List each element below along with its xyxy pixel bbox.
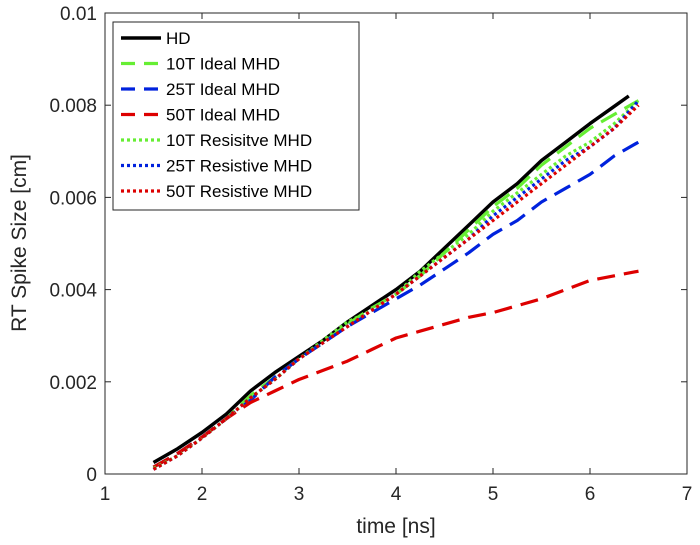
legend-label-7: 50T Resistive MHD bbox=[166, 182, 312, 201]
x-tick-label: 4 bbox=[391, 484, 402, 505]
x-axis-label: time [ns] bbox=[356, 515, 435, 538]
y-tick-label: 0 bbox=[86, 465, 97, 486]
legend-label-3: 25T Ideal MHD bbox=[166, 80, 280, 99]
legend-items: HD 10T Ideal MHD 25T Ideal MHD 50T Ideal MH… bbox=[121, 29, 312, 201]
y-tick-label: 0.006 bbox=[49, 188, 97, 209]
x-tick-label: 1 bbox=[100, 484, 111, 505]
y-tick-label: 0.002 bbox=[49, 373, 97, 394]
x-tick-label: 5 bbox=[488, 484, 499, 505]
x-tick-label: 7 bbox=[682, 484, 693, 505]
x-axis-ticks: 1 2 3 4 5 6 7 bbox=[100, 13, 693, 505]
y-tick-label: 0.004 bbox=[49, 281, 97, 302]
legend-label-2: 10T Ideal MHD bbox=[166, 55, 280, 74]
x-tick-label: 6 bbox=[585, 484, 596, 505]
y-axis-label: RT Spike Size [cm] bbox=[8, 154, 31, 332]
legend-label-1: HD bbox=[166, 29, 191, 48]
legend-label-6: 25T Resistive MHD bbox=[166, 157, 312, 176]
y-tick-label: 0.008 bbox=[49, 96, 97, 117]
series-line-1 bbox=[152, 94, 630, 465]
legend: HD 10T Ideal MHD 25T Ideal MHD 50T Ideal MH… bbox=[112, 21, 360, 211]
y-tick-label: 0.01 bbox=[60, 4, 97, 25]
series-layer bbox=[152, 94, 640, 471]
legend-label-4: 50T Ideal MHD bbox=[166, 106, 280, 125]
series-line-6 bbox=[152, 99, 640, 471]
y-axis-ticks: 0 0.002 0.004 0.006 0.008 0.01 bbox=[49, 4, 687, 486]
x-tick-label: 3 bbox=[294, 484, 305, 505]
legend-label-5: 10T Resisitve MHD bbox=[166, 131, 312, 150]
x-tick-label: 2 bbox=[197, 484, 208, 505]
